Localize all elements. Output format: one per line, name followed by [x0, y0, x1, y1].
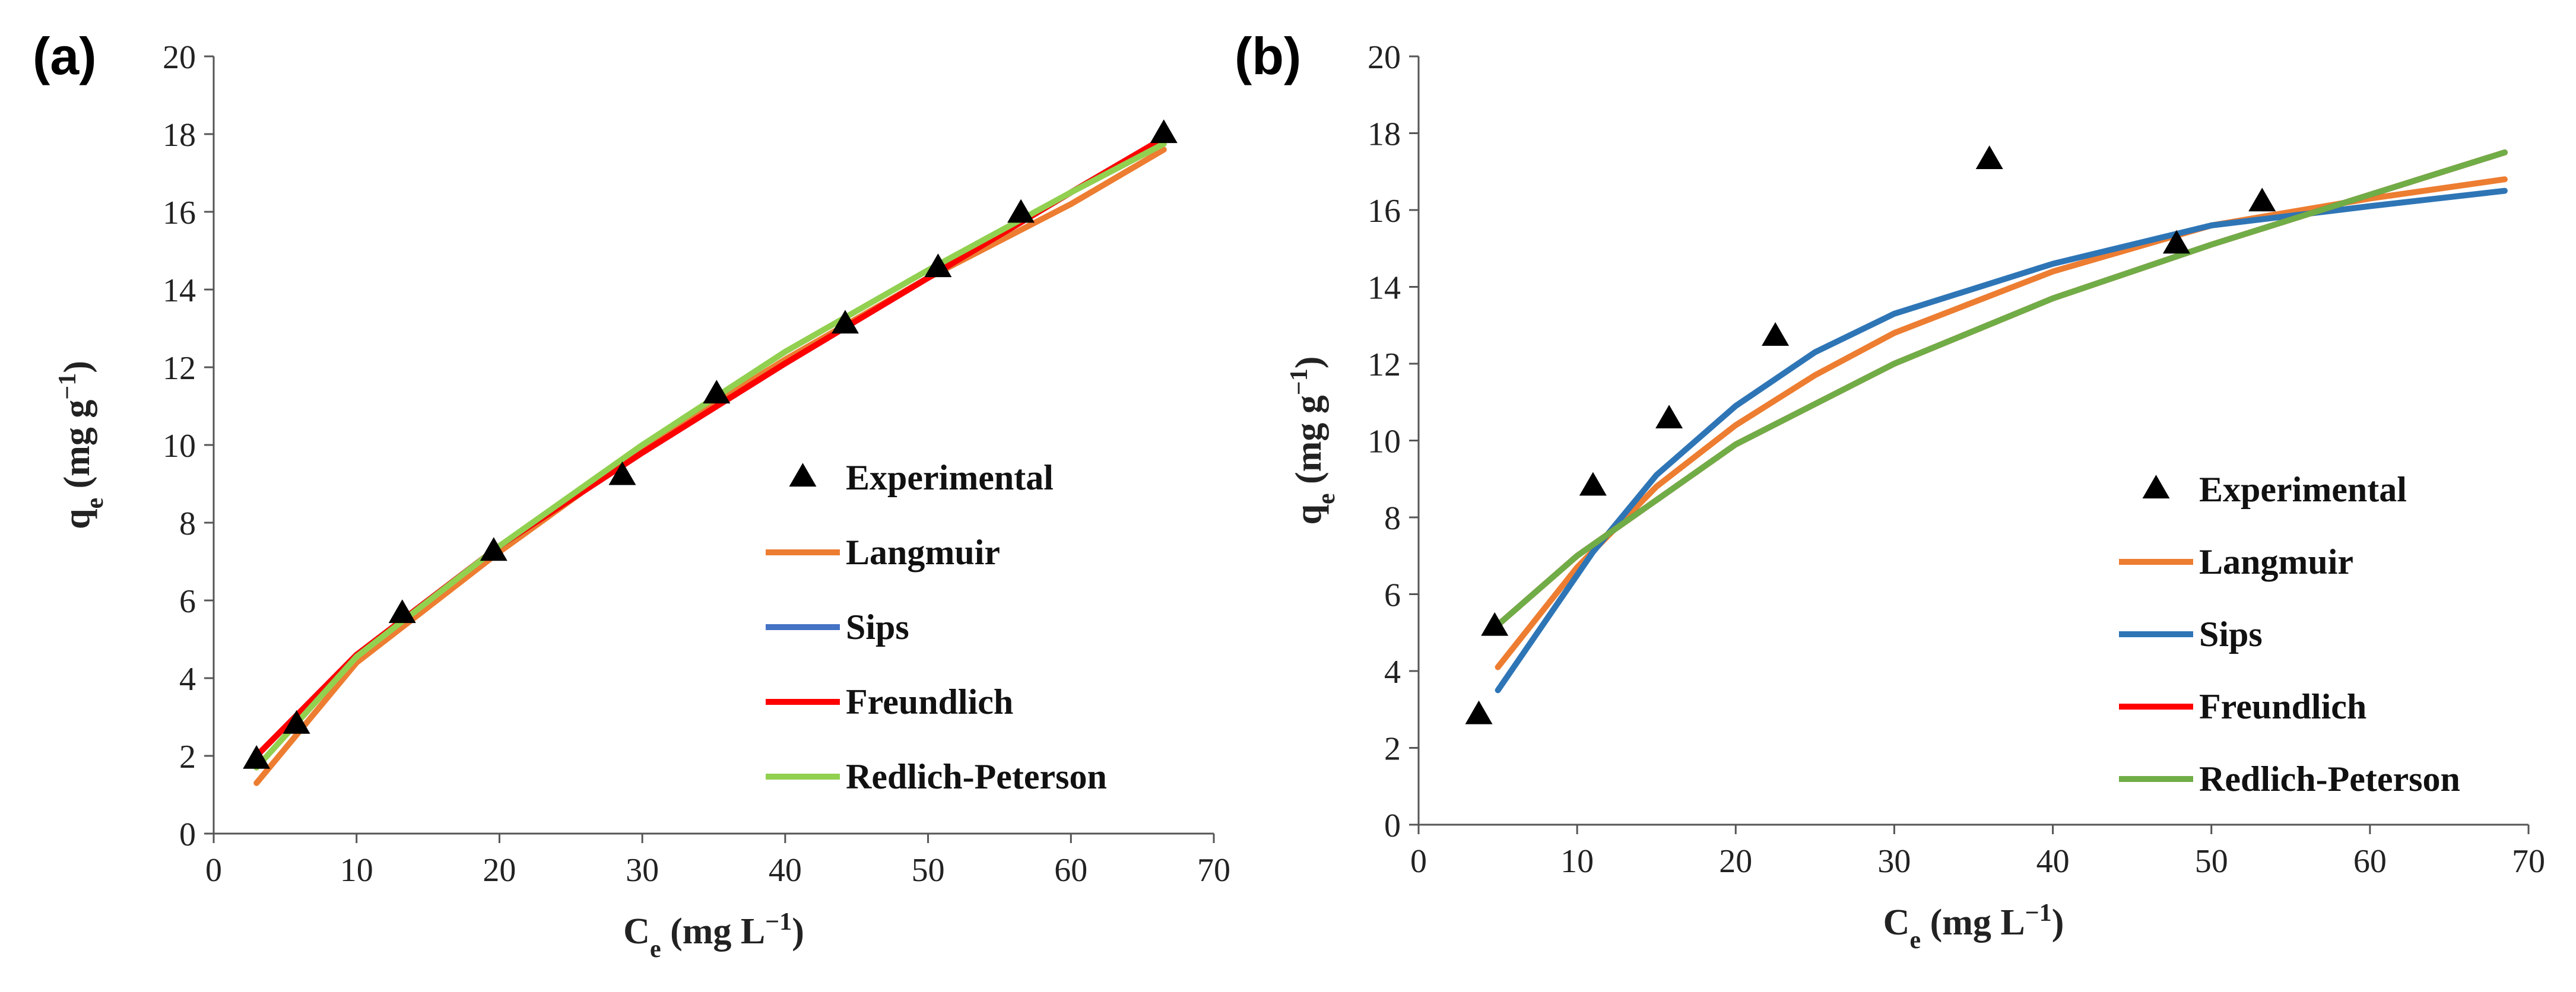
experimental-point: [1975, 145, 2003, 169]
x-tick-label: 50: [2195, 843, 2228, 880]
y-tick-label: 16: [163, 195, 196, 231]
y-tick-label: 20: [163, 39, 196, 76]
series-line-redlich-peterson: [253, 141, 1167, 771]
legend-label: Experimental: [846, 458, 1054, 497]
y-tick-label: 0: [1384, 807, 1401, 844]
legend-label: Redlich-Peterson: [846, 757, 1107, 796]
series-line-langmuir: [253, 147, 1167, 786]
y-tick-label: 18: [163, 117, 196, 154]
y-tick-label: 10: [163, 428, 196, 465]
legend-label: Langmuir: [846, 533, 1000, 572]
x-tick-label: 70: [2512, 843, 2545, 880]
series-line-redlich-peterson: [1495, 149, 2508, 628]
y-tick-label: 10: [1368, 424, 1401, 460]
series-line-sips: [253, 135, 1167, 759]
y-tick-label: 4: [1384, 654, 1401, 691]
legend-marker-experimental: [2142, 475, 2170, 499]
experimental-point: [480, 537, 507, 561]
y-tick-label: 6: [1384, 577, 1401, 614]
y-axis-title: qe (mg g−1): [1286, 356, 1340, 524]
experimental-point: [1481, 612, 1509, 636]
y-tick-label: 18: [1368, 116, 1401, 153]
series-line-langmuir: [1495, 176, 2508, 670]
x-tick-label: 70: [1197, 852, 1230, 889]
series-line-freundlich: [253, 135, 1167, 759]
y-tick-label: 6: [179, 583, 196, 620]
experimental-point: [924, 253, 952, 278]
experimental-point: [283, 710, 310, 734]
y-axis-title: qe (mg g−1): [54, 361, 109, 529]
x-tick-label: 30: [626, 852, 659, 889]
x-tick-label: 0: [1410, 843, 1427, 880]
y-tick-label: 0: [179, 816, 196, 853]
x-axis-title: Ce (mg L−1): [1883, 899, 2064, 954]
y-tick-label: 12: [1368, 346, 1401, 383]
legend-label: Redlich-Peterson: [2199, 759, 2460, 799]
x-tick-label: 20: [483, 852, 516, 889]
experimental-point: [1579, 472, 1607, 496]
x-tick-label: 60: [1054, 852, 1087, 889]
legend: Experimental Langmuir Sips Freundlich Redlic…: [766, 458, 1107, 796]
x-tick-label: 20: [1719, 843, 1752, 880]
y-tick-label: 20: [1368, 39, 1401, 76]
y-tick-label: 8: [179, 505, 196, 542]
legend-label: Sips: [2199, 615, 2263, 654]
experimental-point: [1762, 322, 1790, 346]
x-tick-label: 10: [1560, 843, 1594, 880]
x-tick-label: 0: [205, 852, 222, 889]
experimental-point: [1655, 405, 1683, 429]
legend: Experimental Langmuir Sips Freundlich Redlic…: [2119, 470, 2460, 799]
x-tick-label: 40: [2036, 843, 2070, 880]
series-line-sips: [1495, 187, 2508, 694]
panel-label: (b): [1235, 27, 1301, 85]
y-tick-label: 2: [1384, 731, 1401, 768]
experimental-point: [243, 745, 271, 769]
y-tick-label: 14: [1368, 270, 1401, 307]
legend-label: Langmuir: [2199, 542, 2353, 581]
y-tick-label: 14: [163, 272, 196, 309]
panel-label: (a): [33, 27, 97, 85]
legend-label: Freundlich: [2199, 687, 2366, 726]
legend-label: Sips: [846, 608, 909, 647]
y-tick-label: 2: [179, 739, 196, 775]
x-tick-label: 50: [912, 852, 945, 889]
legend-label: Experimental: [2199, 470, 2407, 509]
experimental-point: [2162, 230, 2190, 254]
y-tick-label: 8: [1384, 500, 1401, 537]
chart-panel-b: (b) 0 2 4 6 8 10 12 14 16 18 20 0 10 20 30 40 50 60 70 Ce (m…: [1235, 27, 2545, 954]
experimental-point: [703, 380, 731, 403]
x-axis-title: Ce (mg L−1): [623, 908, 804, 963]
x-tick-label: 10: [340, 852, 373, 889]
experimental-point: [608, 461, 636, 485]
experimental-point: [831, 310, 859, 334]
y-tick-label: 12: [163, 350, 196, 387]
experimental-point: [388, 599, 416, 624]
x-tick-label: 30: [1877, 843, 1911, 880]
y-tick-label: 4: [179, 661, 196, 698]
experimental-point: [1465, 700, 1493, 724]
legend-marker-experimental: [789, 463, 817, 487]
x-tick-label: 40: [769, 852, 802, 889]
x-tick-label: 60: [2353, 843, 2387, 880]
experimental-point: [1150, 119, 1178, 144]
legend-label: Freundlich: [846, 682, 1013, 721]
y-tick-label: 16: [1368, 193, 1401, 230]
series-line-freundlich: [1495, 149, 2508, 628]
experimental-point: [2248, 187, 2276, 212]
experimental-point: [1007, 199, 1035, 223]
chart-panel-a: (a) 0 2 4 6 8 10 12 14 16 18 20 0 10 20 30 40 50 60 70 Ce (m…: [33, 27, 1230, 963]
